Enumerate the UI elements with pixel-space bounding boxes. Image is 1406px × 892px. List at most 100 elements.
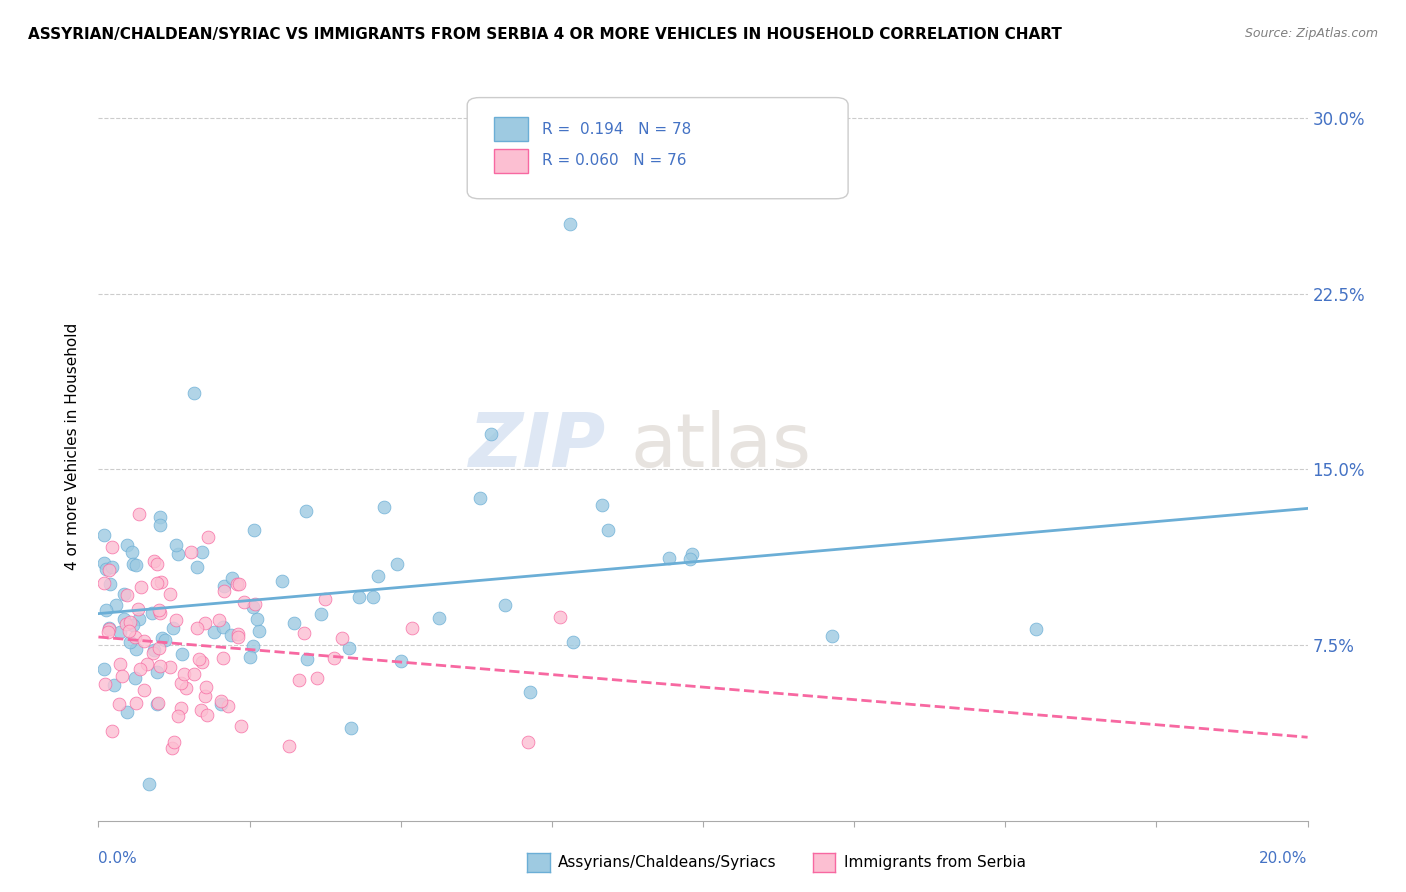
Point — [149, 509, 172, 524]
Point — [361, 590, 384, 604]
Point — [98, 577, 121, 591]
Point — [188, 652, 211, 666]
Point — [229, 719, 252, 733]
Point — [115, 537, 138, 551]
Point — [1024, 622, 1046, 636]
Point — [214, 579, 236, 593]
Point — [170, 676, 193, 690]
Point — [149, 517, 172, 532]
Point — [314, 591, 336, 606]
Point — [162, 622, 184, 636]
Point — [389, 654, 412, 668]
Point — [340, 722, 363, 736]
Point — [125, 558, 148, 572]
Point — [103, 678, 125, 692]
Point — [271, 574, 294, 589]
Point — [148, 640, 170, 655]
Point — [167, 709, 190, 723]
Point — [94, 677, 117, 691]
Point — [125, 696, 148, 710]
Point — [93, 661, 115, 675]
Text: 0.0%: 0.0% — [98, 851, 138, 865]
Point — [115, 616, 138, 631]
Point — [170, 647, 193, 661]
Point — [194, 680, 217, 694]
Point — [283, 615, 305, 630]
Point — [98, 563, 121, 577]
Point — [288, 673, 311, 688]
Point — [100, 560, 122, 574]
Point — [202, 625, 225, 640]
Point — [165, 537, 187, 551]
Point — [129, 580, 152, 594]
Point — [143, 643, 166, 657]
Point — [101, 541, 124, 555]
Text: Assyrians/Chaldeans/Syriacs: Assyrians/Chaldeans/Syriacs — [558, 855, 776, 870]
Point — [122, 618, 145, 632]
Point — [150, 574, 173, 589]
Point — [111, 669, 134, 683]
Point — [97, 621, 120, 635]
Point — [591, 498, 613, 512]
Point — [180, 545, 202, 559]
Point — [163, 734, 186, 748]
Point — [367, 569, 389, 583]
Text: ASSYRIAN/CHALDEAN/SYRIAC VS IMMIGRANTS FROM SERBIA 4 OR MORE VEHICLES IN HOUSEHO: ASSYRIAN/CHALDEAN/SYRIAC VS IMMIGRANTS F… — [28, 27, 1062, 42]
Point — [136, 657, 159, 671]
Point — [146, 557, 169, 571]
Point — [243, 523, 266, 537]
Point — [96, 562, 118, 576]
Point — [148, 696, 170, 710]
Text: ZIP: ZIP — [470, 409, 606, 483]
Point — [108, 697, 131, 711]
Point — [112, 587, 135, 601]
Point — [558, 217, 581, 231]
Text: Source: ZipAtlas.com: Source: ZipAtlas.com — [1244, 27, 1378, 40]
Point — [427, 611, 450, 625]
Point — [245, 597, 267, 611]
Point — [233, 595, 256, 609]
Point — [330, 631, 353, 645]
Point — [347, 590, 370, 604]
Point — [226, 630, 249, 644]
Point — [170, 701, 193, 715]
FancyBboxPatch shape — [494, 149, 527, 172]
Text: 20.0%: 20.0% — [1260, 851, 1308, 865]
Point — [212, 583, 235, 598]
Point — [311, 607, 333, 621]
Text: atlas: atlas — [630, 409, 811, 483]
Point — [247, 624, 270, 638]
Point — [679, 552, 702, 566]
Text: R = 0.060   N = 76: R = 0.060 N = 76 — [543, 153, 686, 168]
Point — [596, 524, 619, 538]
Point — [242, 639, 264, 653]
Point — [96, 603, 118, 617]
Text: R =  0.194   N = 78: R = 0.194 N = 78 — [543, 121, 692, 136]
Point — [239, 649, 262, 664]
Point — [142, 646, 165, 660]
Text: Immigrants from Serbia: Immigrants from Serbia — [844, 855, 1025, 870]
Point — [150, 631, 173, 645]
Point — [97, 622, 120, 636]
Point — [110, 657, 132, 671]
Point — [658, 550, 681, 565]
Point — [128, 612, 150, 626]
Point — [112, 612, 135, 626]
Point — [138, 777, 160, 791]
Point — [153, 633, 176, 648]
Point — [226, 627, 249, 641]
Point — [294, 625, 316, 640]
Point — [217, 698, 239, 713]
Point — [134, 683, 156, 698]
Point — [468, 491, 491, 506]
Point — [93, 576, 115, 591]
Point — [295, 504, 318, 518]
Point — [278, 739, 301, 753]
Point — [97, 624, 120, 639]
Point — [93, 528, 115, 542]
Point — [246, 612, 269, 626]
Point — [323, 651, 346, 665]
Point — [183, 667, 205, 681]
Point — [212, 651, 235, 665]
Point — [183, 386, 205, 401]
